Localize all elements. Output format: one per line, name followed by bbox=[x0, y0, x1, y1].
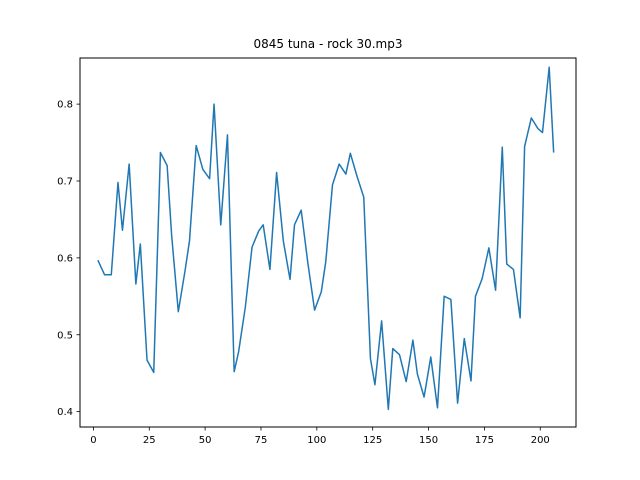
x-tick-label: 125 bbox=[363, 435, 382, 446]
y-axis: 0.4 0.5 0.6 0.7 0.8 bbox=[57, 100, 80, 418]
y-tick-label: 0.4 bbox=[57, 407, 73, 418]
x-tick-label: 175 bbox=[475, 435, 494, 446]
chart-title: 0845 tuna - rock 30.mp3 bbox=[254, 37, 403, 51]
y-tick-label: 0.5 bbox=[57, 330, 73, 341]
plot-frame bbox=[79, 57, 577, 428]
plot-area bbox=[97, 66, 555, 411]
series-line-0 bbox=[97, 66, 555, 411]
x-tick-label: 150 bbox=[419, 435, 438, 446]
y-tick-label: 0.8 bbox=[57, 100, 73, 111]
x-tick-label: 50 bbox=[199, 435, 212, 446]
x-tick-label: 100 bbox=[307, 435, 326, 446]
y-tick-label: 0.7 bbox=[57, 177, 73, 188]
x-tick-label: 75 bbox=[255, 435, 268, 446]
x-tick-label: 0 bbox=[90, 435, 96, 446]
x-tick-label: 200 bbox=[531, 435, 550, 446]
y-tick-label: 0.6 bbox=[57, 253, 73, 264]
x-tick-label: 25 bbox=[143, 435, 156, 446]
x-axis: 0 25 50 75 100 125 150 175 200 bbox=[90, 427, 550, 446]
